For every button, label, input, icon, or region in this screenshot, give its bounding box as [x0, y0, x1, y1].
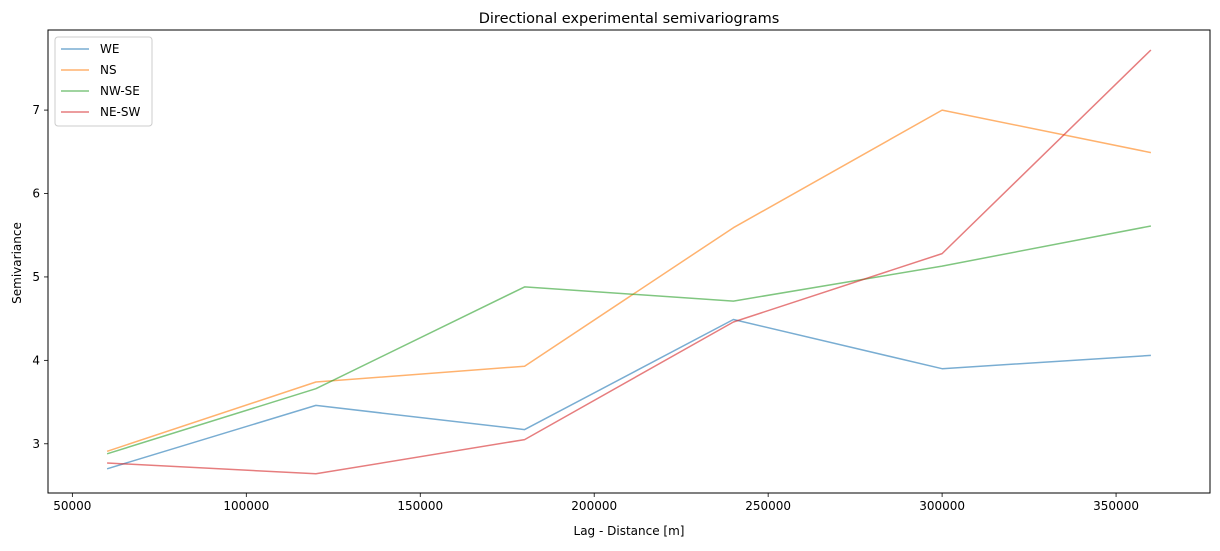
y-tick-label: 4 — [32, 353, 40, 367]
plot-frame — [47, 29, 1211, 494]
series-line-ne-sw — [107, 49, 1152, 475]
legend-label-ne-sw: NE-SW — [100, 105, 141, 119]
y-tick-label: 3 — [32, 437, 40, 451]
y-tick-label: 5 — [32, 270, 40, 284]
y-tick-label: 6 — [32, 187, 40, 201]
series-line-we — [106, 318, 1151, 470]
x-tick-label: 350000 — [1093, 499, 1139, 513]
y-axis-label: Semivariance — [10, 222, 24, 304]
axis-ticks: 50000 100000 150000 200000 250000 300000 35000… — [32, 103, 1139, 513]
legend-label-nw-se: NW-SE — [100, 84, 140, 98]
x-tick-label: 250000 — [745, 499, 791, 513]
x-tick-label: 300000 — [919, 499, 965, 513]
series-line-nw-se — [106, 225, 1152, 455]
legend-label-ns: NS — [100, 63, 117, 77]
series-lines — [106, 49, 1152, 475]
x-tick-label: 150000 — [397, 499, 443, 513]
series-line-ns — [106, 109, 1152, 453]
x-axis-label: Lag - Distance [m] — [574, 524, 685, 538]
chart-title: Directional experimental semivariograms — [479, 11, 780, 27]
legend-label-we: WE — [100, 42, 119, 56]
x-tick-label: 100000 — [223, 499, 269, 513]
x-tick-label: 50000 — [53, 499, 91, 513]
legend-box — [54, 36, 153, 127]
legend: WE NS NW-SE NE-SW — [54, 36, 153, 127]
y-tick-label: 7 — [32, 103, 40, 117]
x-tick-label: 200000 — [571, 499, 617, 513]
